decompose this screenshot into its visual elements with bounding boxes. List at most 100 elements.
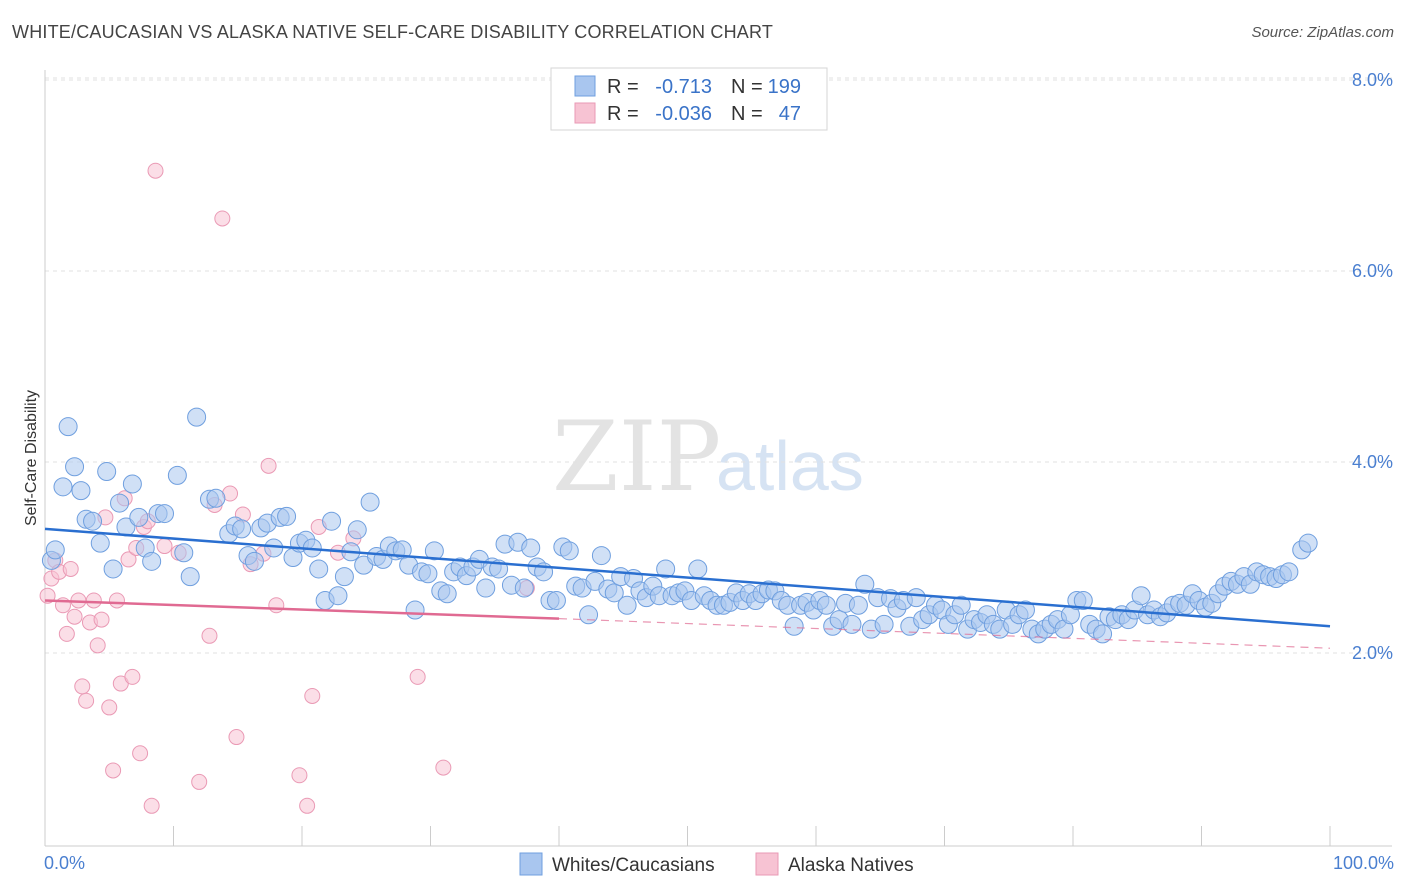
native-point-22	[124, 668, 141, 685]
white-point-2	[53, 477, 73, 497]
native-point-6	[62, 560, 79, 577]
source-credit: Source: ZipAtlas.com	[1251, 24, 1394, 41]
white-point-65	[476, 578, 496, 598]
white-point-43	[334, 567, 354, 587]
native-point-43	[299, 797, 316, 814]
white-point-18	[155, 504, 175, 524]
x-tick-label-max: 100.0%	[1333, 853, 1394, 873]
white-point-57	[424, 541, 444, 561]
white-point-139	[951, 595, 971, 615]
white-point-123	[848, 595, 868, 615]
white-point-93	[656, 559, 676, 579]
native-point-17	[105, 762, 122, 779]
legend-n-value-whites: 199	[768, 76, 801, 98]
watermark-zip: ZIP	[552, 401, 721, 513]
native-point-40	[260, 457, 277, 474]
bottom-legend-label-whites: Whites/Caucasians	[552, 855, 715, 876]
native-point-48	[409, 668, 426, 685]
white-point-16	[142, 551, 162, 571]
y-tick-label-2: 6.0%	[1352, 261, 1393, 281]
series-legend: Whites/Caucasians Alaska Natives	[519, 852, 914, 876]
white-point-11	[110, 493, 130, 513]
legend-swatch-whites	[574, 75, 596, 97]
whites-points	[41, 407, 1318, 644]
white-point-122	[842, 614, 862, 634]
alaska-natives-points	[39, 162, 535, 814]
white-point-39	[309, 559, 329, 579]
chart-title: WHITE/CAUCASIAN VS ALASKA NATIVE SELF-CA…	[12, 22, 774, 42]
white-point-87	[617, 595, 637, 615]
legend-n-label-natives: N =	[731, 103, 763, 125]
native-point-10	[78, 692, 95, 709]
legend-n-label-whites: N =	[731, 76, 763, 98]
native-point-36	[228, 729, 245, 746]
white-point-42	[328, 586, 348, 606]
white-point-13	[122, 474, 142, 494]
y-tick-label-1: 4.0%	[1352, 452, 1393, 472]
white-point-45	[347, 520, 367, 540]
native-point-12	[85, 592, 102, 609]
legend-r-label-whites: R =	[607, 76, 639, 98]
white-point-24	[206, 488, 226, 508]
natives-trend-line	[44, 599, 560, 620]
white-point-56	[418, 564, 438, 584]
white-point-32	[264, 538, 284, 558]
bottom-legend-label-natives: Alaska Natives	[788, 855, 914, 876]
white-point-20	[174, 543, 194, 563]
white-point-29	[244, 551, 264, 571]
whites-trend-line	[44, 527, 1331, 628]
x-tick-label-min: 0.0%	[44, 853, 85, 873]
white-point-1	[45, 540, 65, 560]
white-point-59	[437, 584, 457, 604]
watermark-atlas: atlas	[716, 427, 864, 505]
native-point-5	[58, 625, 75, 642]
white-point-19	[167, 465, 187, 485]
white-point-78	[559, 541, 579, 561]
native-point-34	[214, 210, 231, 227]
native-point-18	[108, 592, 125, 609]
native-point-24	[132, 745, 149, 762]
white-point-10	[103, 559, 123, 579]
white-point-7	[83, 511, 103, 531]
native-point-29	[156, 538, 173, 555]
white-point-124	[855, 574, 875, 594]
white-point-14	[129, 507, 149, 527]
white-point-158	[1073, 590, 1093, 610]
legend-r-value-whites: -0.713	[655, 76, 712, 98]
white-point-132	[906, 588, 926, 608]
white-point-71	[514, 578, 534, 598]
trend-lines	[44, 527, 1331, 649]
native-point-49	[435, 759, 452, 776]
stats-legend: R = -0.713 N = 199 R = -0.036 N = 47	[550, 67, 828, 131]
white-point-4	[65, 457, 85, 477]
white-point-167	[1131, 586, 1151, 606]
white-point-113	[784, 616, 804, 636]
white-point-27	[232, 519, 252, 539]
legend-n-value-natives: 47	[779, 103, 801, 125]
y-tick-labels: 2.0% 4.0% 6.0% 8.0%	[1352, 70, 1393, 663]
white-point-76	[546, 590, 566, 610]
white-point-5	[71, 481, 91, 501]
bottom-legend-swatch-natives	[755, 852, 779, 876]
native-point-44	[304, 687, 321, 704]
white-point-190	[1279, 562, 1299, 582]
white-point-9	[97, 462, 117, 482]
white-point-127	[874, 614, 894, 634]
white-point-161	[1093, 624, 1113, 644]
native-point-27	[143, 797, 160, 814]
native-point-7	[66, 608, 83, 625]
watermark: ZIP atlas	[552, 401, 864, 513]
native-point-41	[268, 597, 285, 614]
native-point-16	[101, 699, 118, 716]
white-point-72	[521, 538, 541, 558]
white-point-81	[579, 605, 599, 625]
white-point-8	[90, 533, 110, 553]
white-point-85	[604, 583, 624, 603]
white-point-118	[816, 595, 836, 615]
legend-r-label-natives: R =	[607, 103, 639, 125]
native-point-14	[93, 611, 110, 628]
y-tick-label-3: 8.0%	[1352, 70, 1393, 90]
native-point-28	[147, 162, 164, 179]
white-point-3	[58, 417, 78, 437]
